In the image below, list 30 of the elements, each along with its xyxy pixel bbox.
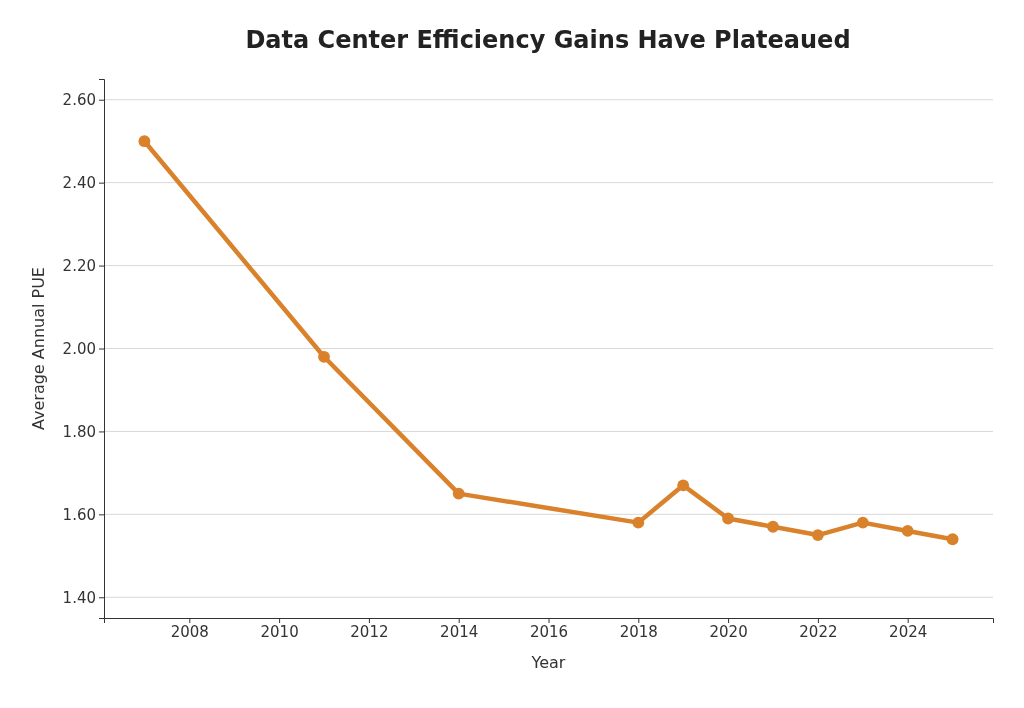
x-tick-label: 2022 (799, 622, 838, 641)
point (452, 487, 465, 500)
x-tick-label: 2008 (170, 622, 209, 641)
x-tick-label: 2012 (350, 622, 389, 641)
y-tick-label: 2.20 (62, 256, 96, 275)
x-tick-label: 2018 (619, 622, 658, 641)
y-tick-label: 2.60 (62, 91, 96, 110)
y-axis-title: Average Annual PUE (29, 267, 48, 430)
chart-title: Data Center Efficiency Gains Have Plateaued (245, 26, 851, 54)
point (811, 529, 824, 541)
point (318, 350, 330, 363)
point (677, 479, 690, 492)
x-tick-label: 2014 (440, 622, 479, 641)
point (767, 520, 779, 533)
y-tick-label: 1.60 (62, 505, 96, 524)
point (856, 516, 869, 529)
y-tick-label: 2.00 (62, 339, 96, 358)
y-tick-label: 1.80 (62, 422, 96, 441)
point (722, 512, 735, 525)
x-tick-label: 2020 (709, 622, 748, 641)
point (946, 533, 959, 546)
x-tick-label: 2010 (260, 622, 299, 641)
x-tick-label: 2016 (529, 622, 569, 641)
point (632, 516, 645, 529)
y-tick-label: 1.40 (62, 588, 96, 607)
point (901, 525, 914, 537)
x-axis-title: Year (530, 653, 566, 672)
y-tick-label: 2.40 (62, 173, 96, 192)
point (138, 135, 151, 148)
x-tick-label: 2024 (889, 622, 928, 641)
